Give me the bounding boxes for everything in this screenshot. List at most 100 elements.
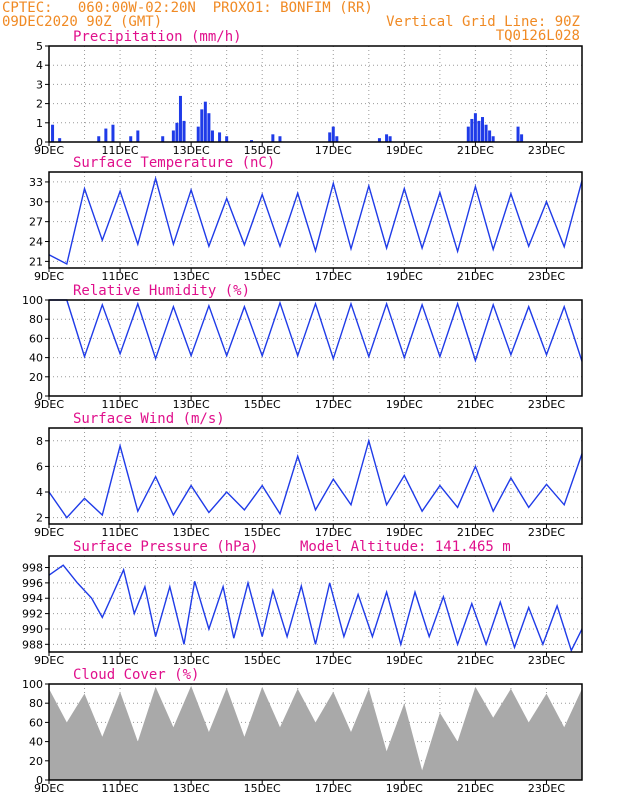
y-tick-label-4: 4 bbox=[36, 59, 43, 72]
x-tick-label-3: 15DEC bbox=[244, 144, 281, 157]
precip-bar-28 bbox=[466, 126, 470, 142]
precip-bar-13 bbox=[200, 109, 204, 142]
panel-annotation: Model Altitude: 141.465 m bbox=[300, 539, 511, 555]
y-tick-label-0: 988 bbox=[22, 638, 43, 651]
cloud-cover-area bbox=[49, 685, 582, 780]
x-tick-label-6: 21DEC bbox=[457, 398, 494, 411]
y-tick-label-4: 80 bbox=[29, 697, 43, 710]
y-tick-label-5: 998 bbox=[22, 562, 43, 575]
x-tick-label-4: 17DEC bbox=[315, 398, 352, 411]
x-tick-label-4: 17DEC bbox=[315, 782, 352, 795]
precip-bar-18 bbox=[225, 136, 229, 142]
header-model-code: TQ0126L028 bbox=[495, 28, 580, 44]
x-tick-label-5: 19DEC bbox=[386, 270, 423, 283]
precip-bar-29 bbox=[470, 118, 474, 142]
panel-title-0: Precipitation (mm/h) bbox=[73, 29, 242, 45]
x-tick-label-6: 21DEC bbox=[457, 654, 494, 667]
precip-bar-37 bbox=[520, 134, 524, 142]
precip-bar-10 bbox=[178, 95, 182, 142]
x-tick-label-0: 9DEC bbox=[34, 526, 64, 539]
precip-bar-26 bbox=[385, 134, 389, 142]
precip-bar-34 bbox=[488, 130, 492, 142]
x-tick-label-0: 9DEC bbox=[34, 654, 64, 667]
panel-frame bbox=[48, 683, 583, 781]
chart-panel-2: 0 20 40 60 80 100 9DEC 11DEC 13DEC 15DEC 17DEC 19DE… bbox=[22, 283, 583, 411]
precip-bar-15 bbox=[207, 113, 211, 142]
precip-bar-17 bbox=[218, 132, 222, 142]
x-tick-label-2: 13DEC bbox=[173, 782, 210, 795]
precip-bar-35 bbox=[491, 136, 495, 142]
y-tick-label-1: 1 bbox=[36, 117, 43, 130]
x-tick-label-7: 23DEC bbox=[528, 270, 565, 283]
x-tick-label-3: 15DEC bbox=[244, 526, 281, 539]
y-tick-label-0: 0 bbox=[36, 136, 43, 149]
x-tick-label-2: 13DEC bbox=[173, 270, 210, 283]
y-tick-label-3: 30 bbox=[29, 196, 43, 209]
precip-bar-25 bbox=[377, 138, 381, 142]
x-tick-label-5: 19DEC bbox=[386, 526, 423, 539]
precip-bar-0 bbox=[51, 124, 55, 142]
x-tick-label-1: 11DEC bbox=[102, 654, 139, 667]
x-tick-label-7: 23DEC bbox=[528, 398, 565, 411]
x-tick-label-6: 21DEC bbox=[457, 144, 494, 157]
precip-bar-12 bbox=[196, 126, 200, 142]
chart-panel-3: 2 4 6 8 9DEC 11DEC 13DEC 15DEC 17DEC 19DEC 21DEC 23… bbox=[34, 411, 583, 539]
y-tick-label-2: 6 bbox=[36, 460, 43, 473]
header-grid-line-note: Vertical Grid Line: 90Z bbox=[386, 14, 580, 30]
x-tick-label-1: 11DEC bbox=[102, 526, 139, 539]
y-tick-label-4: 996 bbox=[22, 577, 43, 590]
x-tick-label-5: 19DEC bbox=[386, 782, 423, 795]
x-tick-label-0: 9DEC bbox=[34, 398, 64, 411]
precip-bar-19 bbox=[250, 140, 254, 142]
x-tick-label-4: 17DEC bbox=[315, 270, 352, 283]
x-tick-label-7: 23DEC bbox=[528, 654, 565, 667]
precip-bar-14 bbox=[203, 101, 207, 142]
precip-bar-33 bbox=[484, 124, 488, 142]
panel-frame bbox=[48, 555, 583, 653]
x-tick-label-2: 13DEC bbox=[173, 654, 210, 667]
x-tick-label-5: 19DEC bbox=[386, 144, 423, 157]
panel-title-3: Surface Wind (m/s) bbox=[73, 411, 225, 427]
y-tick-label-5: 5 bbox=[36, 40, 43, 53]
precip-bar-7 bbox=[161, 136, 165, 142]
x-tick-label-4: 17DEC bbox=[315, 144, 352, 157]
precip-bar-36 bbox=[516, 126, 520, 142]
x-tick-label-0: 9DEC bbox=[34, 144, 64, 157]
precip-bar-32 bbox=[481, 117, 485, 142]
chart-panel-1: 21 24 27 30 33 9DEC 11DEC 13DEC 15DEC 17DEC 19DEC 2… bbox=[29, 155, 583, 283]
precip-bar-1 bbox=[58, 138, 62, 142]
precip-bar-30 bbox=[473, 113, 477, 142]
x-tick-label-3: 15DEC bbox=[244, 782, 281, 795]
x-tick-label-3: 15DEC bbox=[244, 654, 281, 667]
x-tick-label-1: 11DEC bbox=[102, 270, 139, 283]
y-tick-label-3: 3 bbox=[36, 78, 43, 91]
x-tick-label-1: 11DEC bbox=[102, 398, 139, 411]
y-tick-label-2: 27 bbox=[29, 216, 43, 229]
precip-bar-24 bbox=[335, 136, 339, 142]
x-tick-label-3: 15DEC bbox=[244, 398, 281, 411]
precip-bar-2 bbox=[97, 136, 101, 142]
precip-bar-3 bbox=[104, 128, 108, 142]
x-tick-label-3: 15DEC bbox=[244, 270, 281, 283]
header-line1: CPTEC: 060:00W-02:20N PROXO1: BONFIM (RR… bbox=[2, 0, 373, 16]
y-tick-label-3: 8 bbox=[36, 435, 43, 448]
series-line-4 bbox=[48, 564, 583, 653]
y-tick-label-0: 0 bbox=[36, 774, 43, 787]
y-tick-label-3: 60 bbox=[29, 332, 43, 345]
y-tick-label-3: 60 bbox=[29, 716, 43, 729]
precip-bar-11 bbox=[182, 120, 186, 142]
panel-frame bbox=[48, 427, 583, 525]
y-tick-label-0: 0 bbox=[36, 390, 43, 403]
y-tick-label-3: 994 bbox=[22, 592, 43, 605]
series-line-3 bbox=[48, 438, 583, 519]
precip-bar-20 bbox=[271, 134, 275, 142]
y-tick-label-2: 2 bbox=[36, 98, 43, 111]
x-tick-label-7: 23DEC bbox=[528, 144, 565, 157]
series-line-1 bbox=[48, 175, 583, 266]
precip-bar-8 bbox=[171, 130, 175, 142]
x-tick-label-6: 21DEC bbox=[457, 270, 494, 283]
precip-bar-27 bbox=[388, 136, 392, 142]
x-tick-label-6: 21DEC bbox=[457, 526, 494, 539]
y-tick-label-5: 100 bbox=[22, 294, 43, 307]
